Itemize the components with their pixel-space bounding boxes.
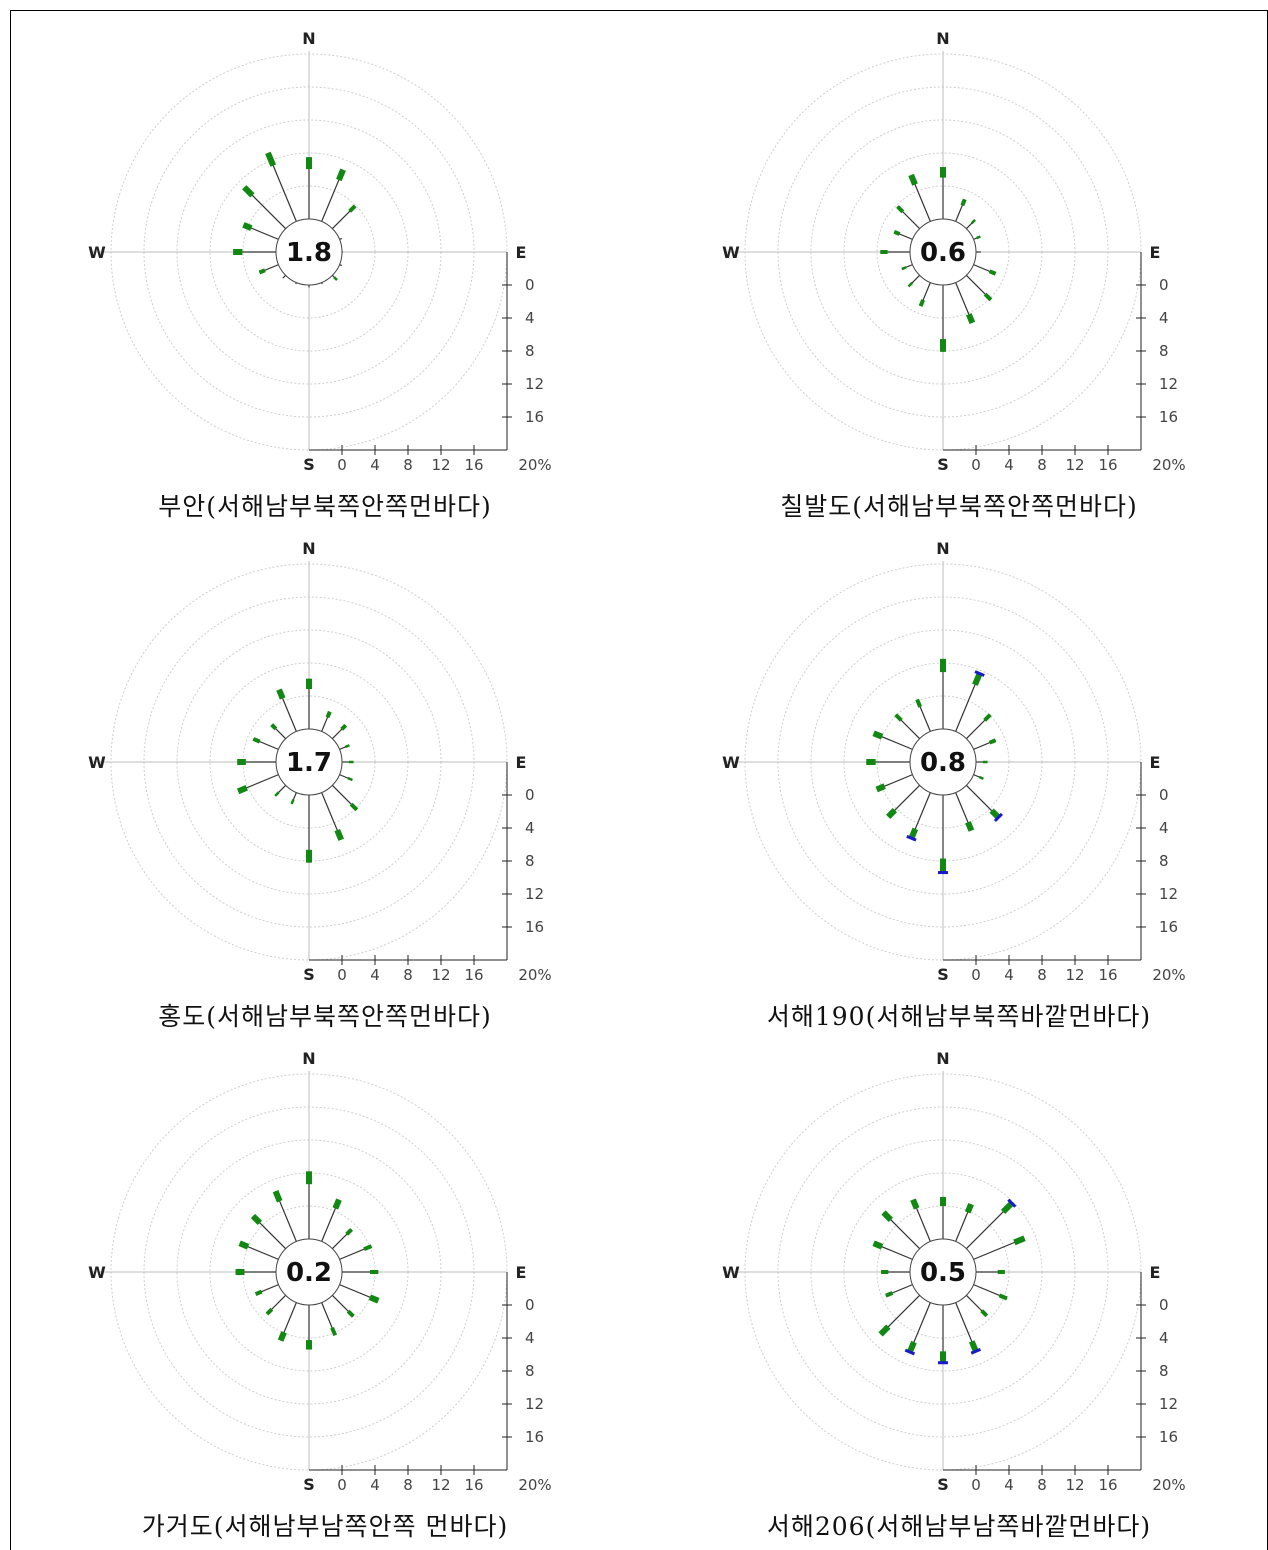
station-caption: 칠발도(서해남부북쪽안쪽먼바다) [780, 492, 1138, 521]
station-caption: 서해206(서해남부남쪽바깥먼바다) [766, 1512, 1152, 1541]
station-caption: 서해190(서해남부북쪽바깥먼바다) [766, 1002, 1152, 1031]
station-caption: 가거도(서해남부남쪽안쪽 먼바다) [141, 1512, 509, 1541]
figure-frame [10, 10, 1268, 1550]
station-caption: 홍도(서해남부북쪽안쪽먼바다) [158, 1002, 492, 1031]
station-caption: 부안(서해남부북쪽안쪽먼바다) [158, 492, 492, 521]
